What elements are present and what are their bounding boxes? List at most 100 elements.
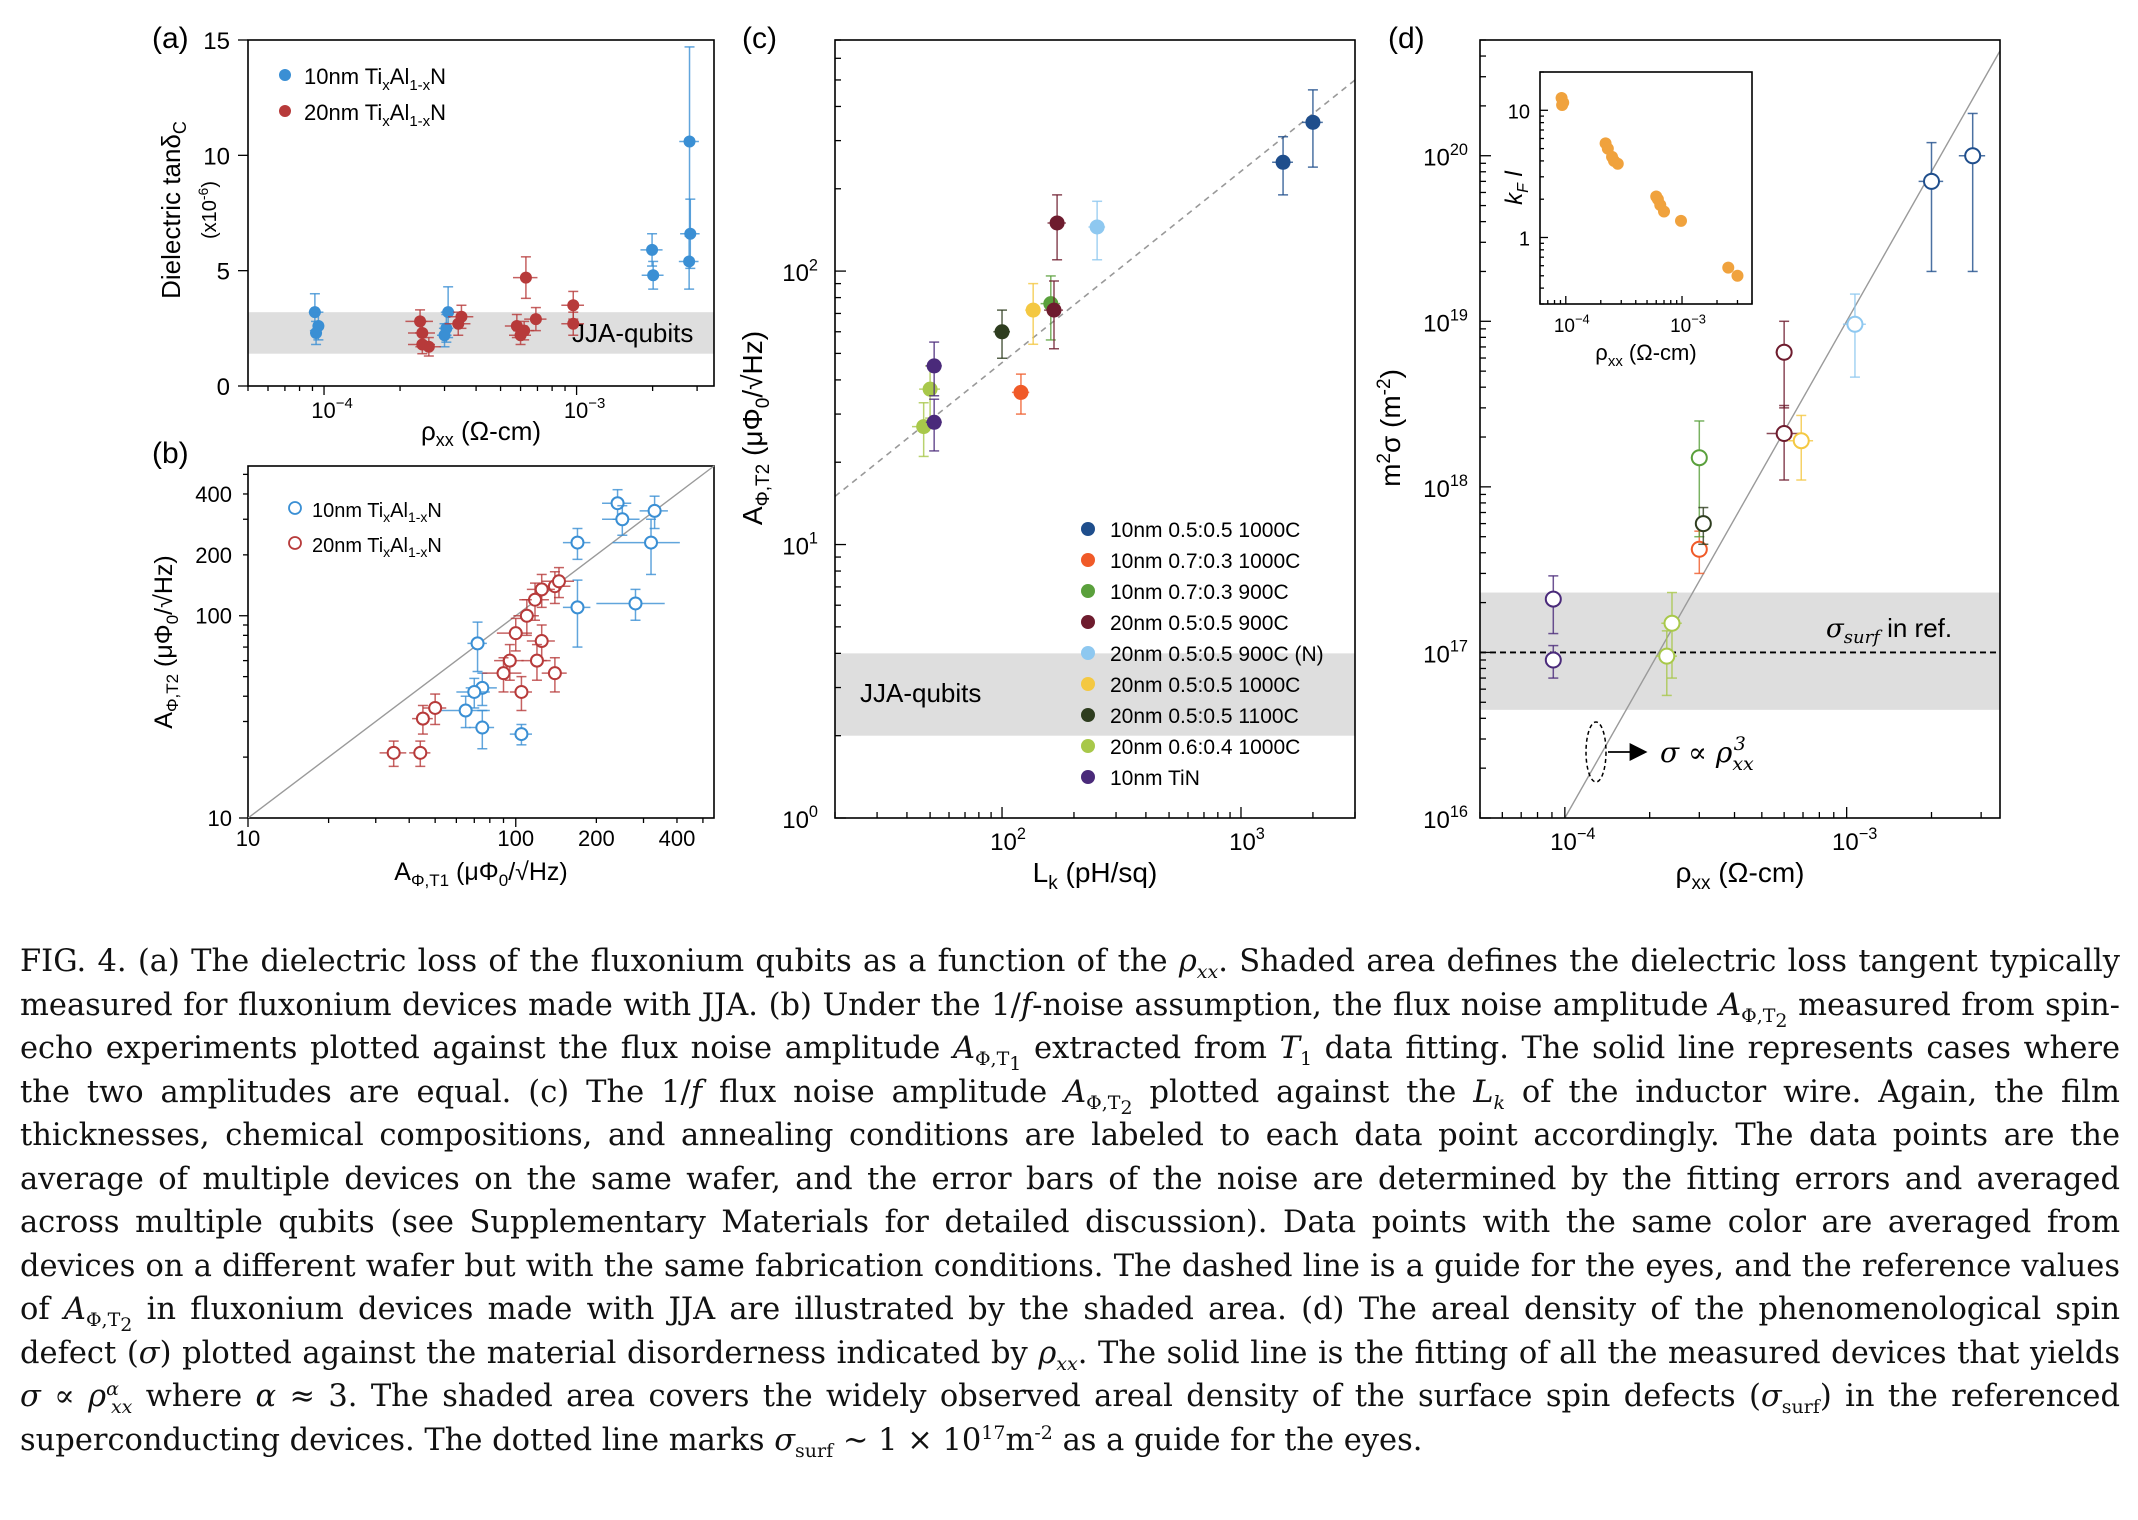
panel-c-data-points [911, 89, 1323, 458]
marker [1658, 647, 1676, 665]
y-tick-label: 400 [195, 482, 232, 507]
data-point [1272, 135, 1293, 196]
data-point [1958, 112, 1986, 273]
legend-label: 20nm 0.6:0.4 1000C [1110, 736, 1300, 759]
panel-b-label: (b) [152, 437, 189, 470]
data-point [1544, 575, 1562, 635]
panel-d-y-ticks: 1016 1017 1018 1019 1020 [1423, 39, 1491, 834]
marker [1025, 302, 1041, 318]
legend-marker-20nm-open [288, 536, 302, 550]
data-point [444, 311, 471, 337]
data-point [482, 656, 522, 693]
data-point [512, 256, 538, 300]
data-point [541, 566, 574, 599]
marker [1690, 540, 1708, 558]
panel-b: (b) 10 100 200 400 10 100 200 400 10nm TixAl1-… [150, 437, 715, 890]
marker [1305, 114, 1321, 130]
legend-label: 20nm 0.5:0.5 1000C [1110, 674, 1300, 697]
legend-marker [1081, 522, 1095, 536]
data-point [310, 320, 323, 346]
panel-c-y-label: AΦ,T2 (μΦ0/√Hz) [737, 331, 774, 525]
x-tick-label: 10−3 [564, 395, 606, 423]
inset-axes-frame [1539, 71, 1753, 305]
panel-c-y-ticks: 100 101 102 [782, 39, 846, 834]
data-point [1788, 414, 1814, 481]
y-tick-label: 1020 [1423, 141, 1468, 172]
marker [475, 720, 490, 735]
legend-marker [1081, 553, 1095, 567]
marker [1846, 315, 1864, 333]
marker [922, 381, 938, 397]
inset-x-ticks: 10−4 10−3 [1539, 296, 1753, 337]
panel-b-x-ticks: 10 100 200 400 [236, 818, 704, 851]
marker [1089, 219, 1105, 235]
panel-a-y-label: Dielectric tanδC [156, 121, 190, 299]
panel-c-x-label: Lk (pH/sq) [1033, 857, 1158, 894]
data-point [456, 677, 490, 709]
marker [1544, 651, 1562, 669]
legend-marker [1081, 584, 1095, 598]
data-point [469, 709, 495, 750]
legend-label: 10nm TiN [1110, 767, 1200, 790]
data-point [1694, 506, 1712, 546]
data-point [919, 365, 940, 419]
marker [1046, 302, 1062, 318]
y-tick-label: 10 [203, 143, 230, 170]
data-point [562, 527, 591, 561]
data-point [1044, 280, 1064, 350]
panel-d-sigma-surf-label: σsurf in ref. [1826, 613, 1952, 648]
panel-a-axes-frame [247, 39, 715, 387]
data-point [1544, 644, 1562, 679]
marker [413, 745, 428, 760]
marker [570, 600, 585, 615]
panel-a-legend-10nm: 10nm TixAl1-xN [304, 64, 446, 94]
data-point [524, 306, 547, 332]
marker [1964, 147, 1982, 165]
legend-marker [1081, 677, 1095, 691]
marker [646, 243, 659, 256]
panel-b-y-ticks: 10 100 200 400 [195, 473, 248, 831]
panel-b-axes-frame [247, 465, 715, 819]
marker [1013, 384, 1029, 400]
marker [422, 340, 435, 353]
marker [529, 313, 542, 326]
marker [518, 324, 531, 337]
panel-a-y-unit: (x10-6) [195, 181, 221, 239]
data-point [521, 643, 551, 681]
panel-d-data-points [1544, 112, 1986, 697]
marker [508, 626, 523, 641]
panel-d-y-label: m2σ (m-2) [1374, 369, 1406, 487]
figure-caption: FIG. 4. (a) The dielectric loss of the f… [20, 944, 2121, 1462]
panel-d-fit-annotation-ellipse [1585, 721, 1607, 783]
marker [467, 684, 482, 699]
inset-y-label: kF l [1501, 170, 1532, 204]
panel-d-fit-label: σ ∝ ρxx3 [1660, 733, 1754, 775]
marker [628, 596, 643, 611]
legend-label: 10nm 0.7:0.3 1000C [1110, 550, 1300, 573]
legend-marker [1081, 708, 1095, 722]
data-point [561, 311, 585, 337]
marker [1663, 614, 1681, 632]
panel-a-x-ticks: 10−4 10−3 [247, 386, 698, 423]
data-point [993, 309, 1011, 360]
y-tick-label: 1016 [1423, 803, 1468, 834]
data-point [1025, 282, 1041, 346]
panel-a-legend-20nm: 20nm TixAl1-xN [304, 100, 446, 130]
panel-a-jja-label: JJA-qubits [572, 318, 693, 348]
data-point [509, 723, 533, 746]
inset-marker [1731, 269, 1744, 282]
marker [926, 358, 942, 374]
data-point [1011, 373, 1030, 415]
marker [470, 636, 485, 651]
panel-d-label: (d) [1388, 22, 1425, 55]
marker [428, 700, 443, 715]
marker [1275, 154, 1291, 170]
data-point [639, 495, 668, 530]
inset-marker [1722, 261, 1735, 274]
data-point [541, 656, 567, 693]
legend-marker [1081, 770, 1095, 784]
y-tick-label: 15 [203, 28, 230, 55]
x-tick-label: 10−3 [1832, 825, 1877, 856]
marker [502, 653, 517, 668]
marker [386, 745, 401, 760]
